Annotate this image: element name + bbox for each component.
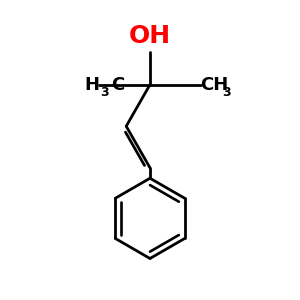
Text: 3: 3 [100, 85, 109, 98]
Text: H: H [85, 76, 100, 94]
Text: C: C [111, 76, 124, 94]
Text: CH: CH [200, 76, 229, 94]
Text: OH: OH [129, 24, 171, 48]
Text: 3: 3 [222, 85, 231, 98]
